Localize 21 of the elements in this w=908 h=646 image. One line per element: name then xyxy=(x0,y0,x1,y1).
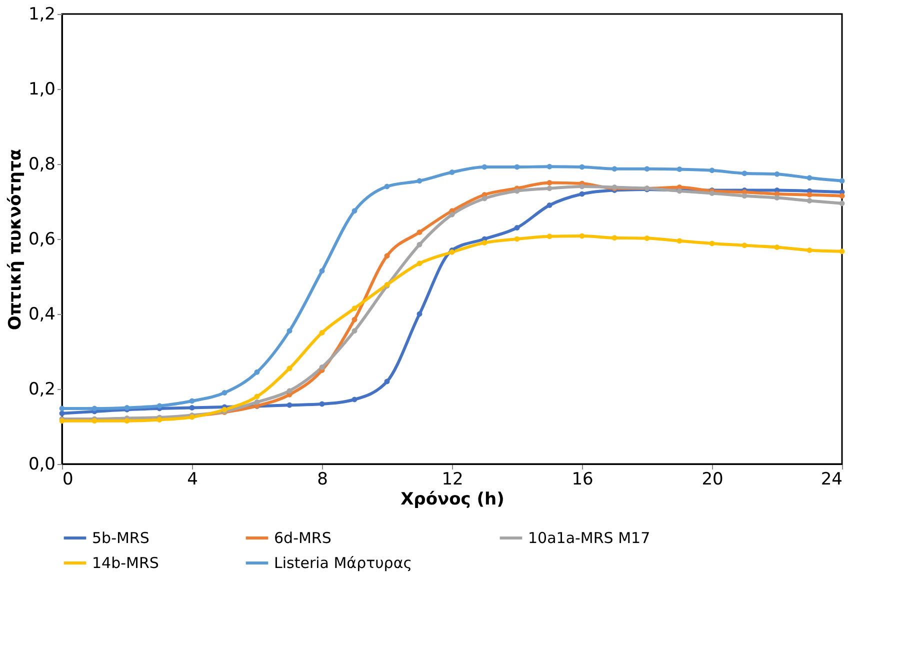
x-tick-label: 8 xyxy=(317,470,328,490)
y-tick-label: 1,0 xyxy=(28,80,56,100)
y-tick-label: 0,0 xyxy=(28,454,56,474)
x-axis-title: Χρόνος (h) xyxy=(400,490,504,510)
x-tick-label: 24 xyxy=(820,470,842,490)
legend-label: 14b-MRS xyxy=(92,554,159,572)
legend-label: 5b-MRS xyxy=(92,529,150,547)
x-tick-label: 20 xyxy=(702,470,724,490)
y-tick-label: 0,6 xyxy=(28,230,56,250)
legend-label: 10a1a-MRS M17 xyxy=(528,529,650,547)
y-axis-title: Οπτική πυκνότητα xyxy=(5,148,26,330)
x-tick-label: 12 xyxy=(442,470,464,490)
legend-label: Listeria Μάρτυρας xyxy=(274,554,412,572)
y-tick-label: 0,8 xyxy=(28,154,56,174)
y-tick-label: 0,4 xyxy=(28,304,56,324)
x-tick-label: 16 xyxy=(572,470,594,490)
x-tick-label: 0 xyxy=(62,470,74,490)
y-tick-label: 0,2 xyxy=(28,380,56,400)
legend-label: 6d-MRS xyxy=(274,529,332,547)
x-tick-label: 4 xyxy=(187,470,198,490)
y-tick-label: 1,2 xyxy=(28,4,56,24)
